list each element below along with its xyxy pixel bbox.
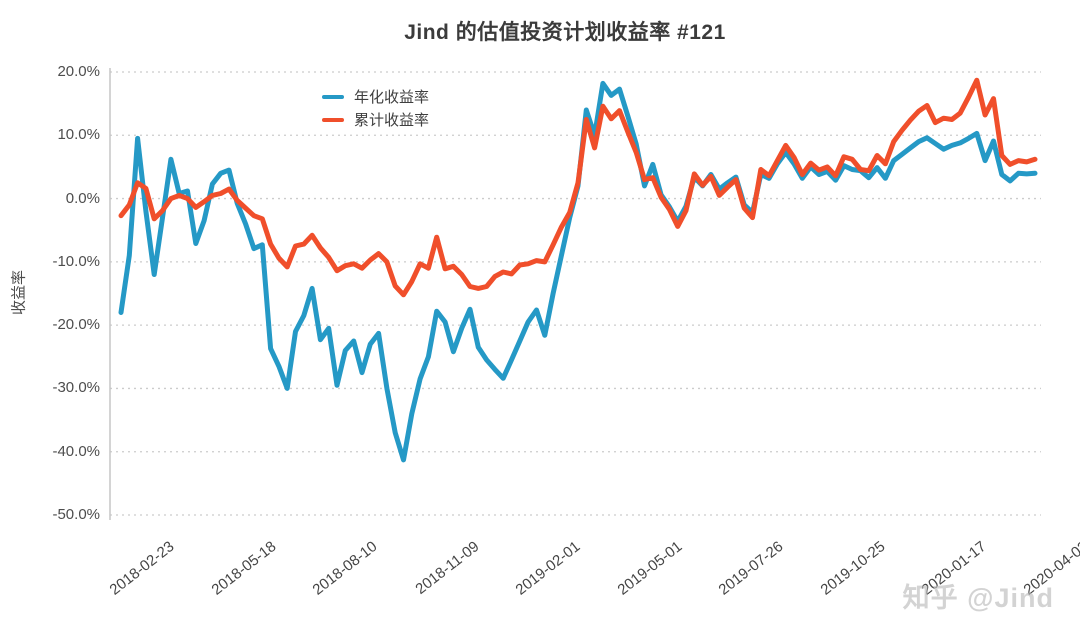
- y-tick-label: -30.0%: [52, 379, 100, 397]
- legend-label-annualized: 年化收益率: [354, 89, 430, 106]
- y-axis-label: 收益率: [10, 270, 28, 316]
- y-tick-label: -50.0%: [52, 506, 100, 523]
- y-tick-label: 20.0%: [57, 63, 100, 80]
- legend: 年化收益率 累计收益率: [322, 85, 429, 131]
- y-tick-label: 10.0%: [57, 126, 100, 144]
- y-tick-label: -40.0%: [52, 442, 100, 460]
- y-tick-label: 0.0%: [65, 189, 100, 207]
- y-tick-label: -10.0%: [52, 252, 100, 270]
- legend-swatch-cumulative-icon: [322, 117, 344, 122]
- watermark: 知乎 @Jind: [902, 583, 1054, 613]
- chart-title: Jind 的估值投资计划收益率 #121: [404, 21, 726, 44]
- legend-label-cumulative: 累计收益率: [354, 112, 430, 129]
- legend-item-annualized: 年化收益率: [322, 85, 429, 108]
- y-tick-label: -20.0%: [52, 316, 100, 334]
- legend-item-cumulative: 累计收益率: [322, 108, 429, 131]
- legend-swatch-annualized-icon: [322, 94, 344, 99]
